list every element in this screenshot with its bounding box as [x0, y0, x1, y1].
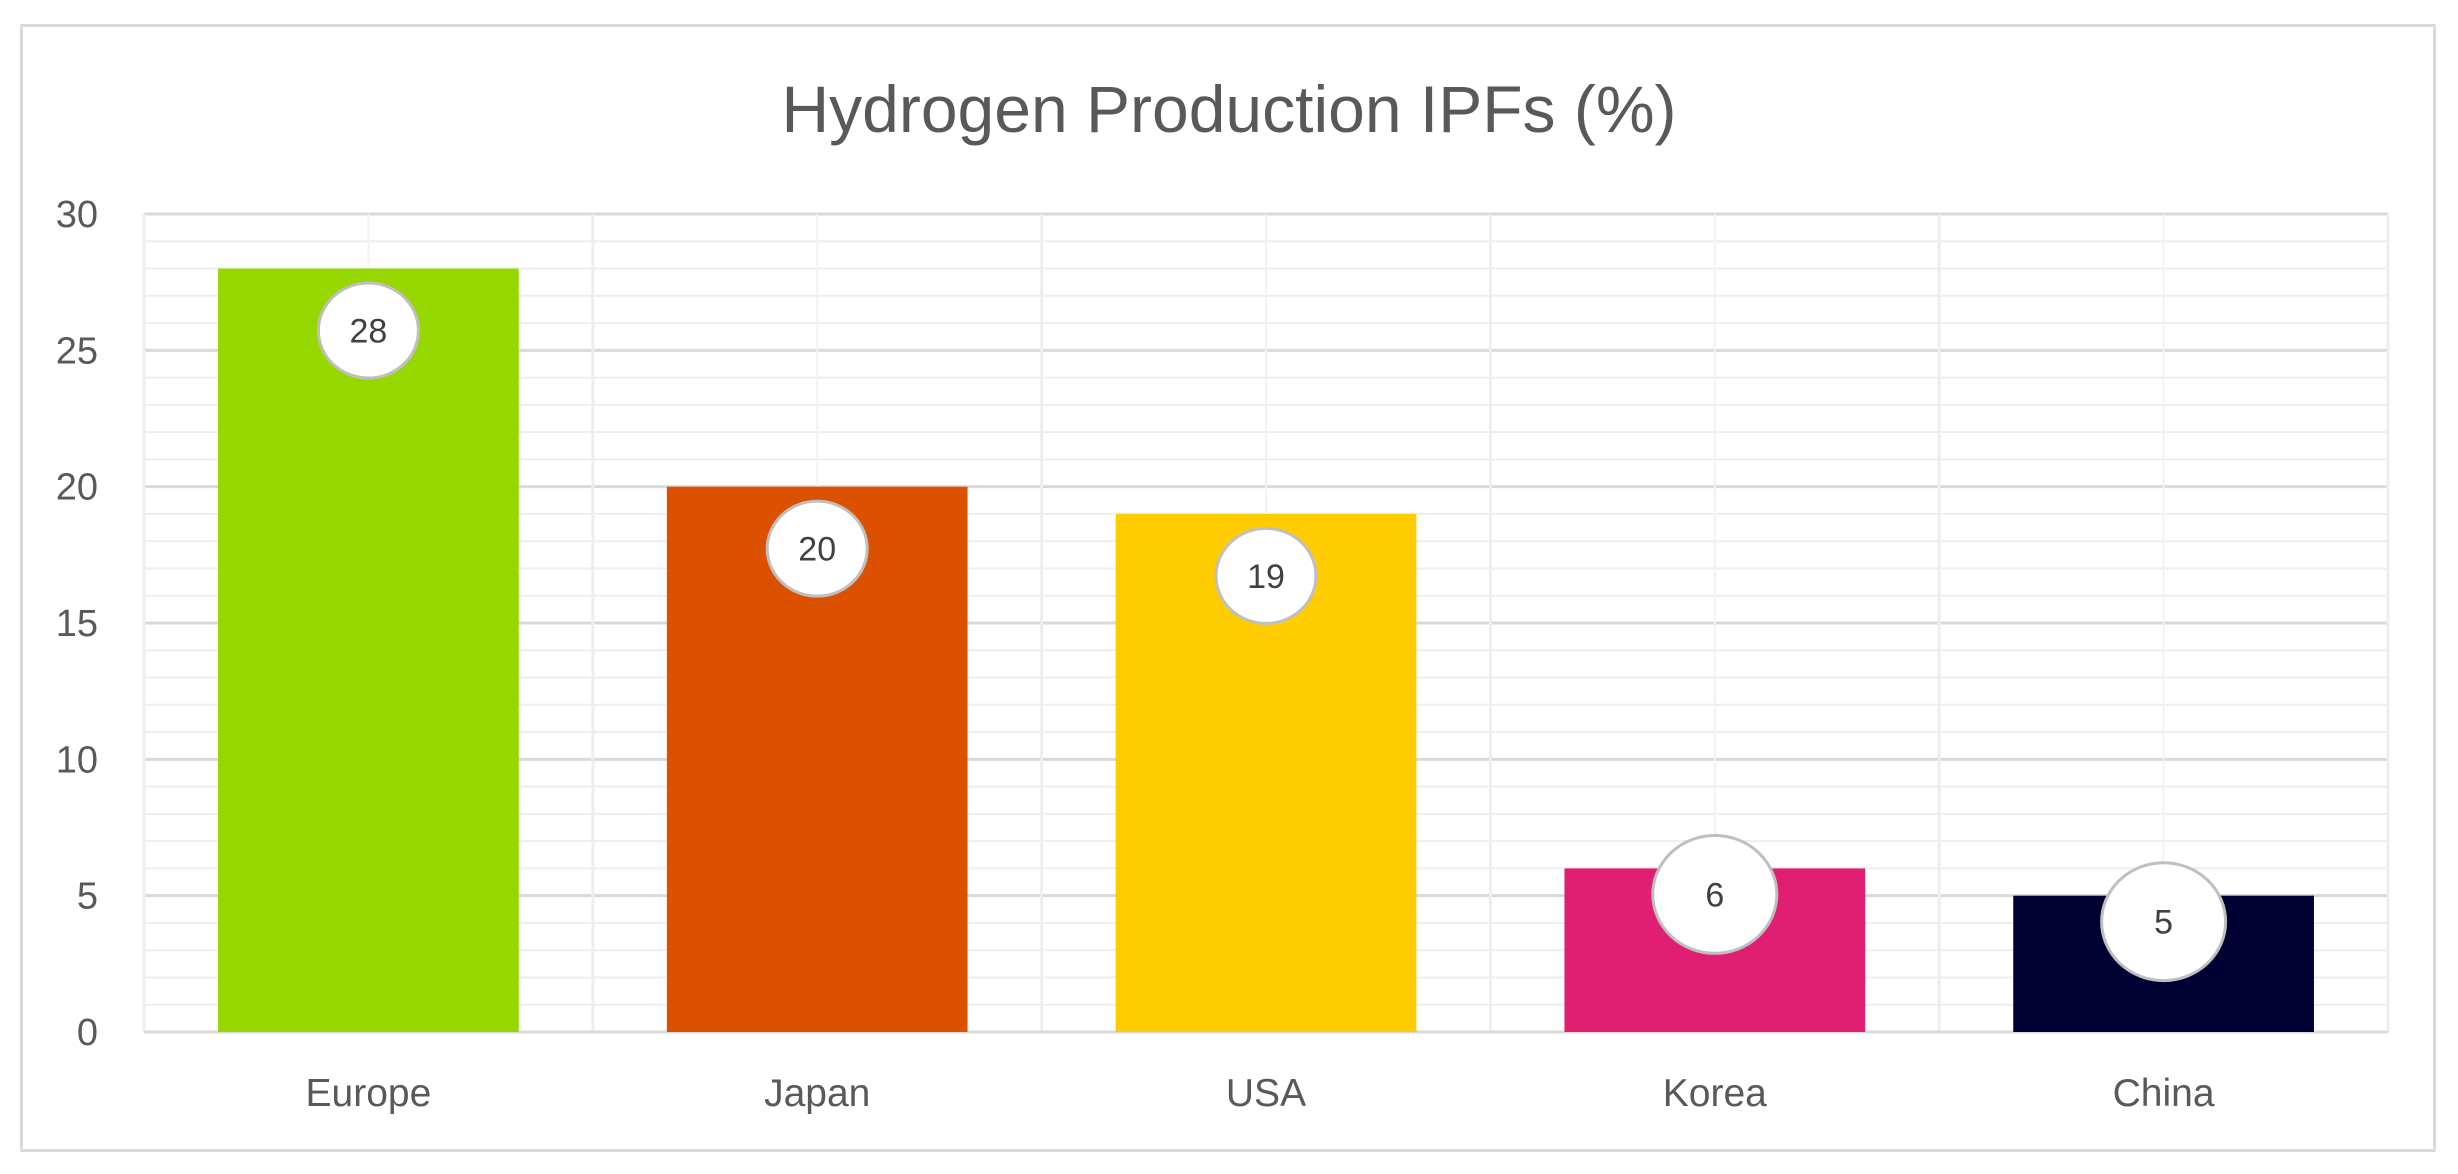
data-label-bubble	[316, 281, 420, 380]
x-category-label: Korea	[1663, 1072, 1767, 1115]
data-label-bubble	[765, 499, 869, 598]
y-tick-label: 10	[56, 739, 98, 781]
y-tick-label: 20	[56, 467, 98, 509]
data-label: 6	[1705, 876, 1724, 914]
y-tick-label: 30	[56, 194, 98, 236]
data-label: 5	[2154, 904, 2173, 942]
data-label-bubble	[1651, 834, 1779, 955]
y-tick-label: 0	[77, 1012, 98, 1054]
x-category-label: USA	[1226, 1072, 1306, 1115]
y-tick-label: 15	[56, 603, 98, 645]
x-category-label: Europe	[306, 1072, 432, 1115]
y-tick-label: 25	[56, 330, 98, 372]
bars	[218, 268, 2314, 1033]
x-category-label: China	[2113, 1072, 2215, 1115]
y-tick-label: 5	[77, 876, 98, 918]
data-label-bubble	[2100, 861, 2228, 983]
data-labels: 28 20 19 6 5	[316, 281, 2228, 983]
data-label-bubble	[1214, 526, 1318, 625]
chart-title: Hydrogen Production IPFs (%)	[781, 72, 1676, 146]
x-category-label: Japan	[764, 1072, 870, 1115]
data-label: 20	[798, 531, 836, 569]
x-axis-categories: Europe Japan USA Korea China	[306, 1072, 2215, 1115]
data-label: 19	[1247, 558, 1285, 596]
data-label: 28	[349, 313, 387, 351]
bar-europe	[218, 268, 519, 1032]
y-axis-ticks: 0 5 10 15 20 25 30	[56, 194, 98, 1054]
